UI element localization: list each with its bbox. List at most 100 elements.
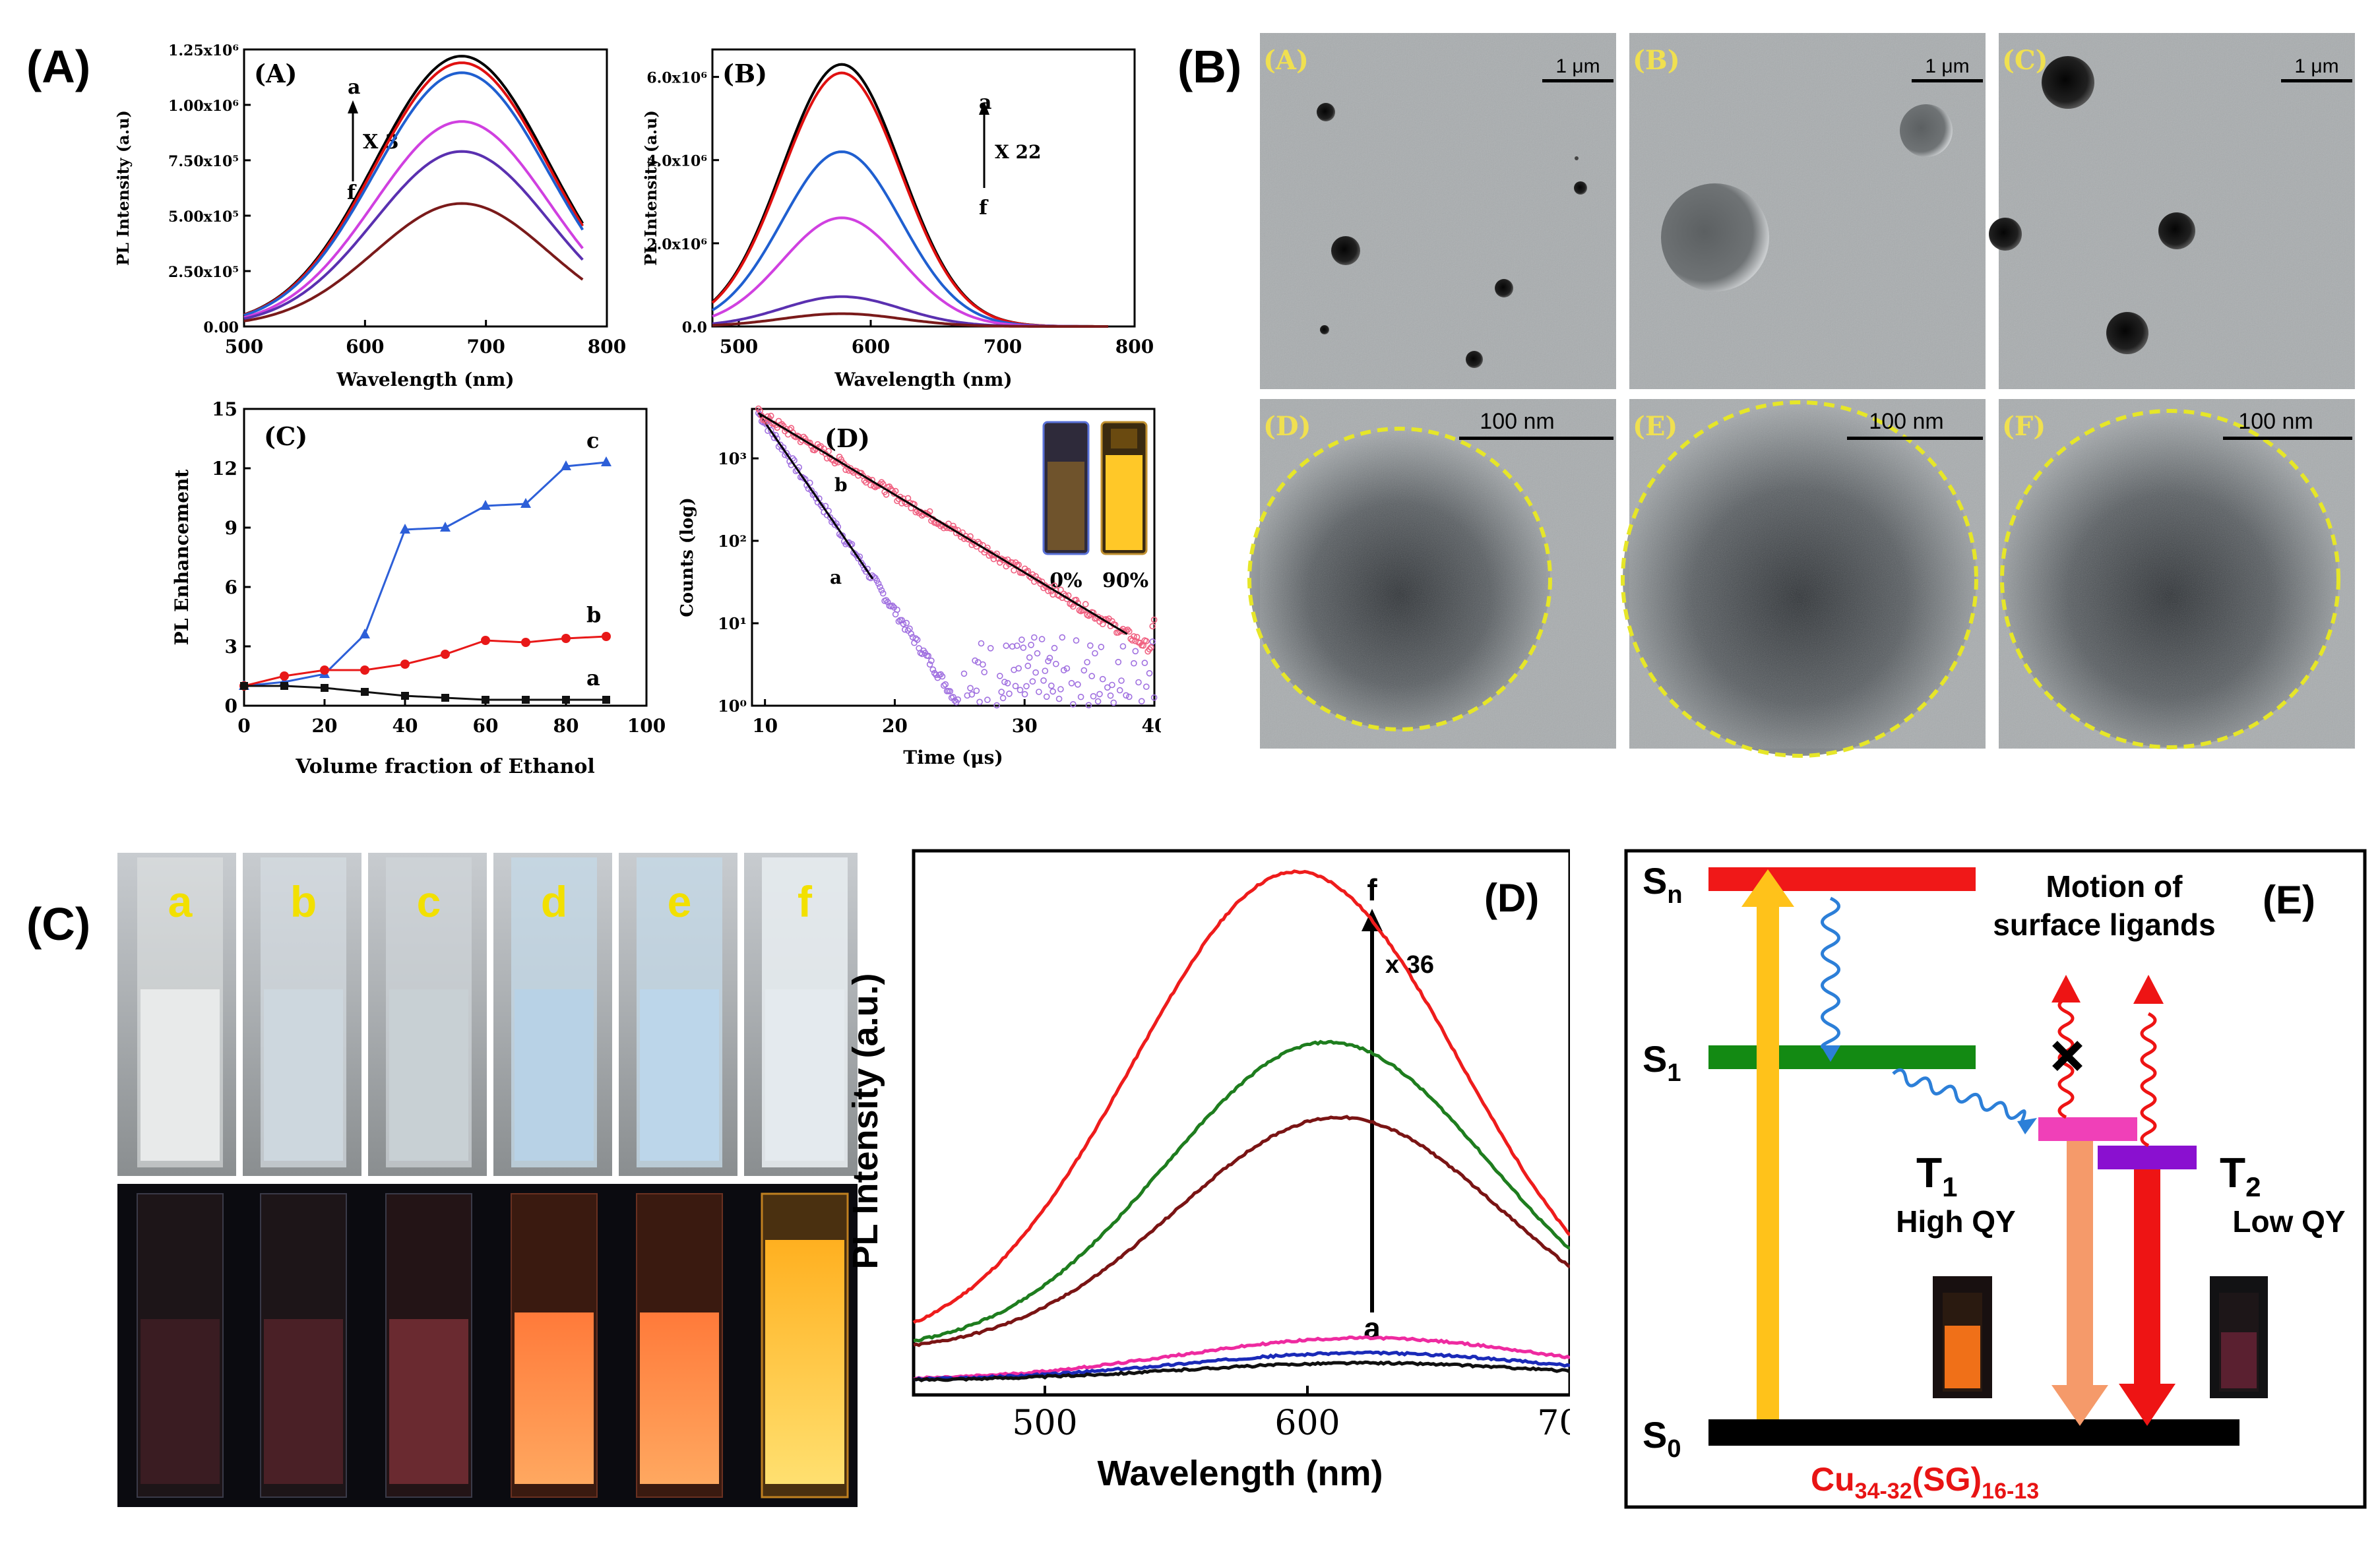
decay-point-a (769, 431, 776, 438)
decay-point-b (892, 487, 899, 495)
decay-point-a (1015, 665, 1022, 672)
decay-point-b (767, 412, 774, 419)
decay-point-a (960, 670, 968, 677)
decay-point-a (1014, 642, 1020, 649)
spectrum-line-c (913, 1335, 1570, 1381)
spectrum-line-b (711, 71, 1108, 328)
decay-point-a (1138, 698, 1145, 704)
y-tick-label: 4.0x10⁶ (646, 153, 707, 170)
marker-circle-b (602, 632, 611, 641)
panel-c-label: (C) (26, 898, 90, 950)
panel-d-frame (912, 849, 1570, 1397)
marker-triangle-c (520, 498, 531, 508)
x-tick-label: 80 (553, 715, 579, 737)
x-tick-label: 700 (466, 336, 505, 357)
vial-photo-high-qy (1933, 1276, 1992, 1398)
decay-point-b (1082, 601, 1089, 607)
decay-point-a (1049, 688, 1056, 695)
y-tick-label: 1.00x10⁶ (168, 98, 239, 115)
decay-point-a (1135, 679, 1142, 686)
decay-point-a (860, 561, 866, 569)
decay-point-a (1090, 693, 1097, 700)
decay-point-a (1146, 669, 1153, 677)
x-tick-label: 30 (1012, 715, 1038, 737)
t2-label: T2 (2220, 1149, 2261, 1202)
scale-text-d: 100 nm (1480, 409, 1554, 434)
subplot-a-arrow-top: a (348, 76, 360, 99)
marker-circle-b (481, 636, 490, 645)
spectrum-line-e (712, 295, 1108, 328)
x-tick-label: 60 (473, 715, 499, 737)
decay-point-a (1149, 638, 1156, 645)
decay-point-b (1118, 627, 1125, 634)
tem-label-c: (C) (2002, 45, 2048, 76)
y-tick-label: 12 (212, 458, 237, 479)
decay-point-a (1085, 702, 1092, 708)
subplot-a-pl-spectra: (A) Wavelength (nm) PL Intensity (a.u) a… (113, 42, 626, 390)
tem-label-e: (E) (1633, 411, 1677, 442)
decay-point-a (839, 532, 846, 539)
decay-point-a (1038, 636, 1046, 642)
decay-point-b (825, 448, 832, 454)
marker-triangle-c (440, 522, 451, 532)
subplot-b-xlabel: Wavelength (nm) (834, 369, 1012, 390)
decay-point-a (1107, 692, 1114, 699)
decay-point-a (980, 661, 986, 668)
cuvette-label-f: f (798, 877, 813, 926)
subplot-a-frame (243, 48, 608, 328)
decay-point-b (1124, 626, 1131, 633)
marker-square-a (361, 688, 369, 696)
series-label-c: c (586, 428, 599, 453)
decay-point-a (973, 687, 980, 694)
y-tick-label: 1.25x10⁶ (168, 42, 239, 59)
decay-point-a (889, 602, 896, 609)
vial-90-label: 90% (1102, 569, 1148, 592)
decay-point-a (1040, 677, 1047, 684)
subplot-a-label: (A) (254, 59, 297, 88)
decay-point-b (883, 491, 890, 498)
particle-outline-d (1247, 427, 1552, 731)
decay-point-a (875, 580, 882, 587)
marker-square-a (240, 682, 248, 690)
panel-c-svg: (C) (26, 853, 858, 1507)
decay-point-a (1118, 677, 1125, 684)
cuvette-label-e: e (668, 877, 692, 926)
decay-point-a (909, 634, 916, 640)
motion-text-line2: surface ligands (1993, 908, 2215, 942)
panel-d-xlabel: Wavelength (nm) (1097, 1454, 1383, 1493)
scale-text-b: 1 μm (1925, 55, 1969, 77)
series-label-a: a (586, 665, 600, 691)
subplot-c-label: (C) (264, 421, 307, 451)
marker-circle-b (280, 671, 289, 681)
subplot-b-arrow: a f X 22 (979, 91, 1041, 220)
x-tick-label: 40 (392, 715, 418, 737)
decay-point-a (928, 657, 935, 664)
x-tick-label: 700 (1537, 1403, 1570, 1443)
x-tick-label: 100 (627, 715, 666, 737)
tem-image-d (1247, 399, 1616, 749)
decay-point-a (947, 688, 954, 694)
scale-bar-a (1542, 79, 1613, 82)
decay-point-a (1150, 694, 1158, 701)
decay-point-a (951, 697, 958, 704)
t2-emission-arrow (2119, 1169, 2176, 1426)
decay-point-a (955, 696, 961, 703)
decay-point-a (925, 652, 931, 660)
decay-point-a (1099, 675, 1106, 683)
x-tick-label: 10 (752, 715, 778, 737)
decay-point-a (1032, 669, 1039, 676)
marker-triangle-c (400, 524, 410, 534)
marker-square-a (401, 692, 409, 700)
tem-image-b (1629, 33, 1986, 389)
decay-point-a (968, 691, 976, 698)
marker-circle-b (561, 634, 571, 643)
x-tick-label: 600 (346, 336, 384, 357)
decay-point-a (1075, 681, 1081, 688)
decay-point-a (999, 694, 1007, 702)
y-tick-label: 10³ (718, 449, 747, 468)
subplot-c-frame (243, 408, 648, 707)
subplot-b-pl-spectra: (B) Wavelength (nm) PL Intensity (a.u) a… (641, 48, 1154, 390)
decay-point-a (1028, 641, 1034, 648)
scale-text-a: 1 μm (1555, 55, 1600, 77)
spectrum-line-e (243, 150, 584, 321)
